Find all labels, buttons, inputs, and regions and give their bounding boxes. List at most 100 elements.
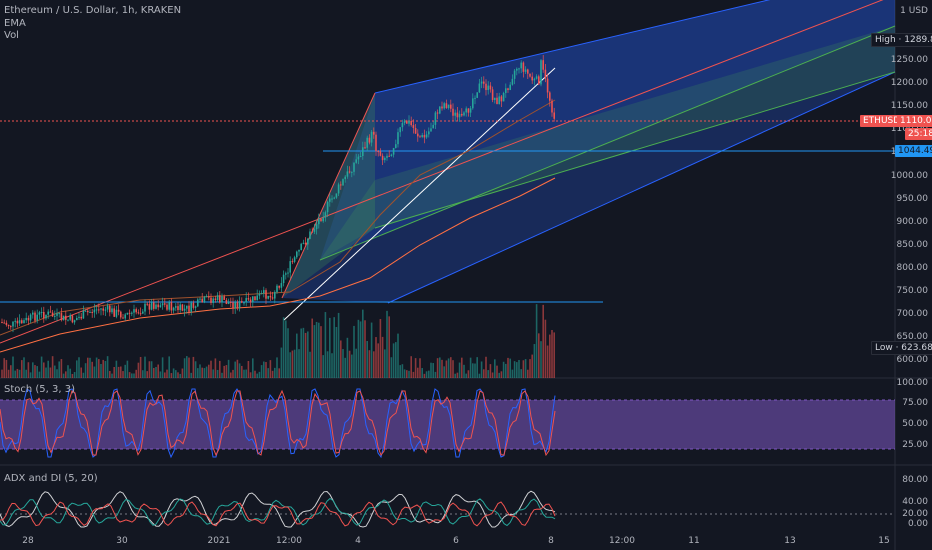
candle-body — [348, 171, 351, 173]
volume-bar — [353, 325, 355, 378]
volume-bar — [249, 372, 252, 378]
candle-body — [137, 312, 140, 314]
candle-body — [113, 308, 115, 317]
volume-bar — [137, 362, 140, 378]
candle-body — [355, 159, 357, 163]
volume-bar — [509, 358, 511, 378]
volume-bar — [104, 361, 107, 378]
candle-body — [1, 322, 3, 323]
candle-body — [417, 133, 419, 137]
volume-bar — [269, 360, 272, 378]
volume-bar — [109, 370, 111, 378]
volume-bar — [276, 357, 278, 378]
stoch-legend[interactable]: Stoch (5, 3, 3) — [4, 384, 76, 395]
volume-bar — [247, 360, 250, 378]
volume-bar — [133, 373, 135, 378]
candle-body — [197, 299, 199, 307]
price-tick: 600.00 — [896, 355, 929, 366]
candle-body — [223, 296, 225, 300]
candle-body — [335, 193, 338, 198]
candle-body — [199, 298, 201, 300]
candle-body — [153, 302, 155, 309]
candle-body — [425, 134, 428, 138]
volume-bar — [256, 373, 258, 378]
volume-bar — [329, 317, 331, 378]
candle-body — [432, 124, 434, 129]
candle-body — [36, 314, 38, 321]
candle-body — [18, 320, 21, 324]
price-candles[interactable] — [1, 55, 555, 333]
candle-body — [3, 322, 5, 324]
candle-body — [175, 306, 177, 308]
ema-legend[interactable]: EMA — [4, 18, 26, 29]
symbol-legend[interactable]: Ethereum / U.S. Dollar, 1h, KRAKEN — [4, 5, 182, 16]
adx-legend[interactable]: ADX and DI (5, 20) — [4, 473, 98, 484]
candle-body — [443, 103, 445, 109]
pitchfork-drawing[interactable] — [0, 0, 896, 344]
volume-bar — [410, 356, 412, 378]
volume-bar — [549, 334, 551, 378]
candle-body — [364, 147, 366, 149]
volume-bar — [513, 361, 516, 378]
ema-line-fast[interactable] — [0, 99, 556, 336]
volume-bar — [190, 372, 192, 378]
candle-body — [467, 108, 470, 113]
candle-body — [388, 155, 390, 157]
vol-legend[interactable]: Vol — [4, 30, 19, 41]
price-tick: 1150.00 — [890, 101, 928, 112]
adx-line[interactable] — [0, 490, 556, 528]
candle-body — [120, 311, 122, 318]
volume-bar — [403, 369, 406, 378]
volume-bar — [89, 357, 91, 378]
candle-body — [146, 303, 148, 305]
candle-body — [38, 312, 41, 315]
candle-body — [7, 324, 10, 327]
candle-body — [247, 298, 250, 300]
volume-bar — [351, 354, 353, 378]
candle-body — [128, 312, 131, 314]
candle-body — [40, 311, 43, 313]
volume-bar — [192, 356, 195, 378]
candle-body — [58, 313, 60, 315]
candle-body — [458, 113, 461, 118]
volume-bar — [170, 373, 173, 378]
stoch-tick: 100.00 — [896, 378, 929, 388]
candle-body — [124, 314, 126, 319]
volume-bar — [375, 337, 377, 378]
volume-bar — [128, 372, 131, 378]
volume-bar — [18, 369, 21, 378]
candle-body — [549, 92, 551, 101]
volume-bar — [216, 369, 219, 378]
stoch-d-line[interactable] — [0, 389, 556, 457]
price-tick: 1000.00 — [890, 170, 928, 181]
currency-label[interactable]: 1 USD — [900, 6, 928, 16]
volume-bar — [47, 360, 49, 378]
volume-bar — [73, 372, 76, 378]
di-minus-line[interactable] — [0, 501, 556, 527]
volume-bar — [337, 312, 340, 378]
candle-body — [93, 309, 96, 313]
candle-body — [16, 320, 19, 324]
candle-body — [406, 120, 408, 124]
volume-bar — [291, 350, 294, 378]
volume-bar — [368, 350, 371, 378]
candle-body — [181, 304, 184, 311]
volume-bar — [296, 333, 298, 378]
candle-body — [98, 309, 100, 311]
volume-bar — [157, 364, 159, 378]
volume-bar — [542, 304, 544, 378]
volume-bar — [188, 357, 190, 378]
ema-line[interactable] — [0, 177, 556, 353]
volume-bar — [320, 326, 322, 378]
volume-bar — [386, 310, 388, 378]
candle-body — [170, 302, 173, 311]
candle-body — [234, 302, 236, 309]
volume-bar — [199, 364, 201, 378]
candle-body — [476, 92, 478, 98]
volume-bar — [7, 369, 10, 378]
candle-body — [384, 157, 386, 161]
time-label: 4 — [355, 536, 361, 546]
candle-body — [511, 78, 514, 85]
volume-bar — [106, 356, 109, 378]
